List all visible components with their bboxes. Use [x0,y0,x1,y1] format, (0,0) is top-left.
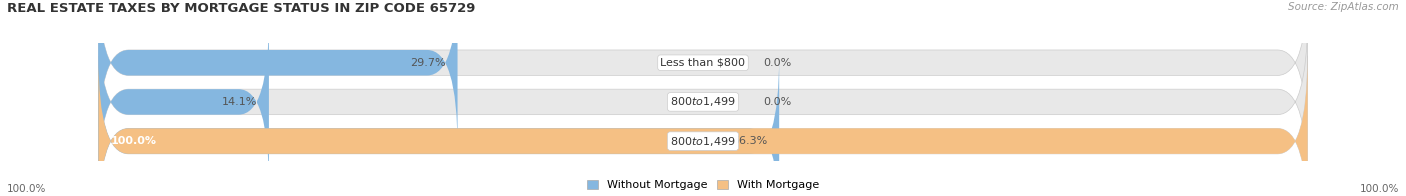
FancyBboxPatch shape [98,17,269,187]
FancyBboxPatch shape [98,0,1308,148]
Text: Less than $800: Less than $800 [661,58,745,68]
Text: REAL ESTATE TAXES BY MORTGAGE STATUS IN ZIP CODE 65729: REAL ESTATE TAXES BY MORTGAGE STATUS IN … [7,2,475,15]
Text: $800 to $1,499: $800 to $1,499 [671,95,735,108]
Text: $800 to $1,499: $800 to $1,499 [671,135,735,148]
FancyBboxPatch shape [98,56,1308,196]
FancyBboxPatch shape [98,0,457,148]
FancyBboxPatch shape [98,56,1308,196]
Text: 0.0%: 0.0% [763,58,792,68]
Text: 56.3%: 56.3% [733,136,768,146]
FancyBboxPatch shape [98,17,1308,187]
Text: 100.0%: 100.0% [1360,184,1399,194]
Text: 14.1%: 14.1% [221,97,257,107]
Legend: Without Mortgage, With Mortgage: Without Mortgage, With Mortgage [588,180,818,191]
Text: 0.0%: 0.0% [763,97,792,107]
Text: 100.0%: 100.0% [7,184,46,194]
FancyBboxPatch shape [98,56,779,196]
Text: 29.7%: 29.7% [409,58,446,68]
Text: 100.0%: 100.0% [111,136,156,146]
Text: Source: ZipAtlas.com: Source: ZipAtlas.com [1288,2,1399,12]
